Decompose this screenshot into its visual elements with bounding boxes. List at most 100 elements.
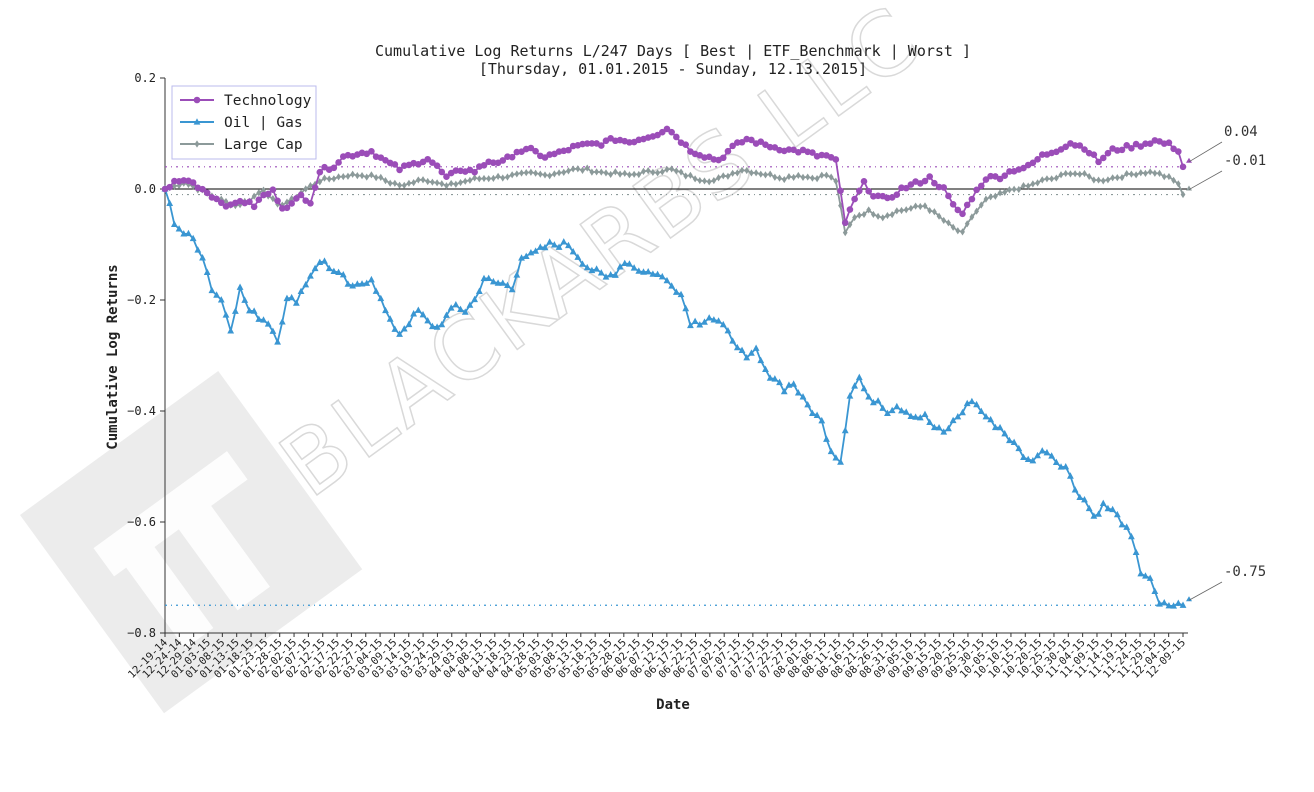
data-point: [1006, 168, 1013, 175]
data-point: [960, 228, 965, 236]
data-point: [720, 172, 726, 180]
y-axis-label: Cumulative Log Returns: [105, 264, 121, 449]
data-point: [452, 167, 460, 174]
data-point: [757, 138, 765, 145]
data-point: [846, 206, 854, 213]
data-point: [401, 181, 407, 189]
data-point: [841, 219, 849, 227]
data-point: [697, 176, 703, 185]
data-point: [513, 271, 521, 278]
data-point: [635, 267, 643, 274]
data-point: [664, 165, 670, 174]
data-point: [350, 170, 356, 178]
data-point: [945, 424, 952, 432]
data-point: [861, 210, 867, 219]
data-point: [974, 207, 979, 215]
data-point: [893, 402, 901, 410]
data-point: [444, 182, 449, 190]
data-point: [1174, 599, 1182, 606]
data-point: [1011, 185, 1017, 193]
data-point: [785, 146, 793, 153]
data-point: [799, 393, 807, 400]
data-point: [208, 286, 216, 294]
data-point: [382, 306, 389, 314]
data-point: [372, 287, 380, 294]
data-point: [617, 170, 623, 178]
data-point: [565, 146, 572, 154]
legend-item: Oil | Gas: [180, 115, 303, 131]
data-point: [982, 413, 990, 420]
data-point: [744, 166, 750, 175]
data-point: [536, 243, 544, 250]
data-point: [499, 157, 507, 164]
data-point: [1171, 176, 1177, 184]
data-point: [194, 246, 202, 253]
data-point: [889, 211, 895, 219]
data-point: [608, 170, 614, 179]
x-ticks: 12-19-1412-24-1412-29-1401-03-1501-08-15…: [126, 633, 1188, 681]
data-point: [227, 327, 235, 334]
data-point: [725, 172, 731, 180]
annotation-label: -0.75: [1224, 564, 1266, 580]
data-point: [968, 397, 976, 405]
data-point: [447, 304, 455, 311]
data-point: [1127, 532, 1135, 540]
data-point: [927, 207, 933, 215]
watermark-logo-icon: [20, 370, 363, 714]
data-point: [682, 141, 690, 148]
data-point: [405, 320, 413, 328]
data-point: [1157, 169, 1162, 178]
data-point: [916, 413, 924, 421]
data-point: [611, 271, 619, 278]
annotation-arrowhead: [1186, 157, 1192, 163]
data-point: [930, 423, 938, 431]
series-group: [161, 125, 1187, 609]
data-point: [278, 318, 286, 325]
data-point: [621, 259, 629, 267]
data-point: [241, 296, 249, 303]
data-point: [983, 195, 989, 203]
data-point: [467, 176, 473, 184]
data-point: [317, 178, 323, 186]
data-point: [813, 411, 821, 418]
data-point: [804, 401, 812, 408]
data-point: [457, 305, 464, 313]
data-point: [931, 179, 938, 187]
data-point: [523, 168, 529, 177]
data-point: [340, 173, 346, 181]
data-point: [439, 180, 445, 188]
data-point: [1095, 158, 1102, 166]
data-point: [353, 280, 361, 287]
data-point: [264, 320, 272, 327]
watermark: BLACKARBS LLC: [20, 0, 941, 714]
data-point: [1058, 171, 1064, 179]
data-point: [264, 190, 272, 198]
data-point: [705, 314, 713, 321]
data-point: [1138, 169, 1144, 177]
data-point: [846, 392, 854, 399]
data-point: [368, 275, 375, 283]
y-tick-label: −0.6: [127, 515, 156, 529]
data-point: [274, 197, 281, 205]
data-point: [1147, 168, 1153, 176]
data-point: [659, 168, 665, 176]
data-point: [673, 133, 680, 141]
data-point: [875, 212, 881, 220]
data-point: [1063, 169, 1069, 178]
data-point: [921, 177, 929, 185]
data-point: [805, 173, 811, 181]
data-point: [1146, 140, 1154, 148]
data-point: [419, 310, 427, 318]
data-point: [331, 175, 337, 183]
legend: Technology Oil | Gas Large Cap: [171, 85, 317, 160]
data-point: [1043, 448, 1051, 456]
data-point: [603, 169, 609, 177]
data-point: [894, 207, 900, 215]
data-point: [940, 184, 948, 191]
legend-label: Technology: [224, 93, 312, 109]
data-point: [425, 177, 431, 186]
data-point: [255, 196, 263, 203]
data-point: [203, 268, 211, 275]
data-point: [1044, 175, 1050, 183]
data-point: [715, 317, 722, 324]
